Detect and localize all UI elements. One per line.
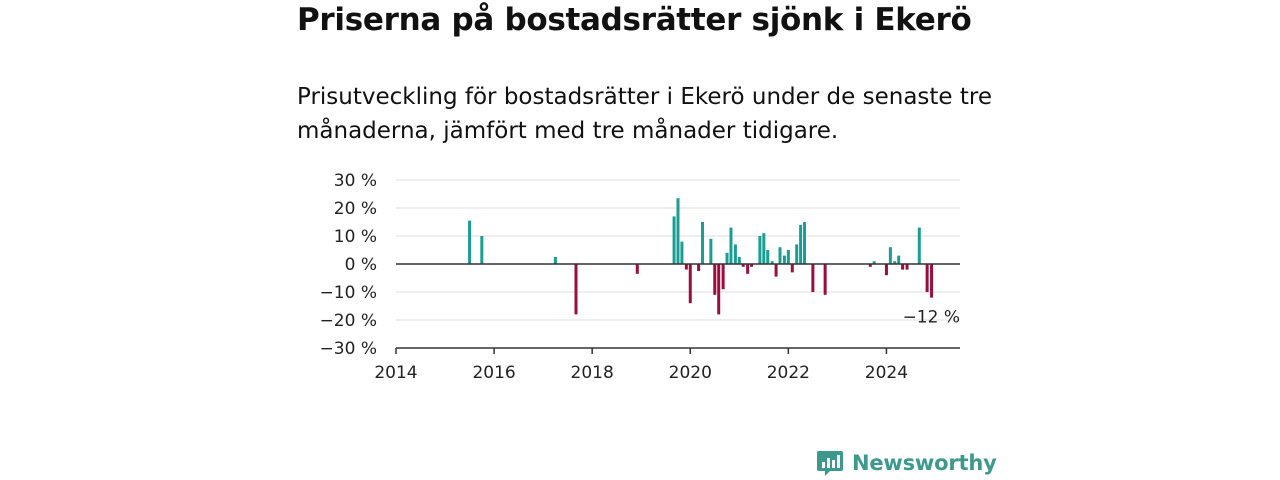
bar — [758, 236, 762, 264]
bar — [823, 264, 827, 295]
bar — [468, 220, 472, 264]
bar — [888, 247, 892, 264]
newsworthy-bar-chart-icon — [817, 451, 843, 476]
bar — [672, 216, 676, 264]
bar — [676, 198, 680, 264]
bar — [741, 264, 745, 267]
bar — [750, 264, 754, 267]
bar — [782, 255, 786, 264]
bar — [795, 244, 799, 264]
x-tick-label: 2020 — [669, 363, 712, 383]
bar — [680, 241, 684, 264]
bar — [635, 264, 639, 274]
bar — [930, 264, 934, 298]
bar — [737, 257, 741, 264]
bar — [786, 250, 790, 264]
bar — [713, 264, 717, 295]
bar — [725, 252, 729, 264]
bar — [872, 261, 876, 264]
bar — [897, 255, 901, 264]
chart-subtitle: Prisutveckling för bostadsrätter i Ekerö… — [297, 84, 993, 144]
bar — [901, 264, 905, 270]
x-tick-label: 2014 — [374, 363, 417, 383]
bar — [766, 250, 770, 264]
bar — [762, 233, 766, 264]
x-axis-ticks: 2014 2016 2018 2020 2022 2024 — [374, 348, 908, 383]
x-tick-label: 2016 — [472, 363, 515, 383]
axes — [396, 263, 960, 349]
bar — [701, 222, 705, 264]
bar — [790, 264, 794, 273]
bar — [733, 244, 737, 264]
y-tick-label: 30 % — [334, 171, 377, 191]
bars — [468, 198, 934, 315]
bar — [709, 238, 713, 264]
y-tick-label: 10 % — [334, 227, 377, 247]
bar — [697, 264, 701, 271]
bar — [893, 261, 897, 264]
y-tick-label: 20 % — [334, 199, 377, 219]
bar — [553, 257, 557, 264]
bar — [884, 264, 888, 276]
brand-name: Newsworthy — [852, 451, 997, 475]
bar — [574, 264, 578, 315]
x-tick-label: 2022 — [767, 363, 810, 383]
bar — [688, 264, 692, 304]
x-tick-label: 2024 — [865, 363, 908, 383]
bar — [803, 222, 807, 264]
bar — [917, 227, 921, 264]
bar — [684, 264, 688, 270]
y-tick-label: −10 % — [320, 283, 377, 303]
y-tick-label: −30 % — [320, 339, 377, 359]
bar — [799, 224, 803, 264]
bar — [778, 247, 782, 264]
y-tick-label: 0 % — [345, 255, 377, 275]
bar — [770, 261, 774, 264]
bar — [925, 264, 929, 292]
bar — [729, 227, 733, 264]
bar — [717, 264, 721, 315]
last-value-annotation: −12 % — [903, 308, 960, 328]
bar — [811, 264, 815, 292]
bar — [774, 264, 778, 277]
bar — [868, 264, 872, 267]
chart-title: Priserna på bostadsrätter sjönk i Ekerö — [297, 2, 972, 38]
bar — [480, 236, 484, 264]
y-axis-tick-labels: 30 % 20 % 10 % 0 % −10 % −20 % −30 % — [320, 171, 377, 359]
bar — [746, 264, 750, 274]
x-tick-label: 2018 — [571, 363, 614, 383]
bar — [905, 264, 909, 270]
newsworthy-brand: Newsworthy — [816, 446, 997, 480]
bar — [721, 264, 725, 290]
y-tick-label: −20 % — [320, 311, 377, 331]
